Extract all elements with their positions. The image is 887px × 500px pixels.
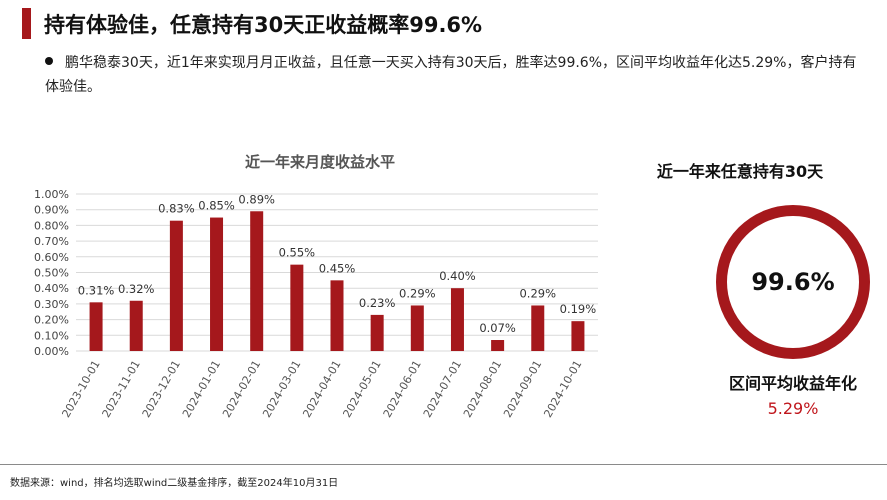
avg-return-label: 区间平均收益年化 — [728, 374, 857, 393]
x-tick-label: 2024-03-01 — [260, 358, 303, 420]
bar — [210, 217, 224, 351]
data-label: 0.29% — [399, 286, 436, 300]
x-tick-label: 2023-12-01 — [140, 358, 183, 420]
x-tick-label: 2023-10-01 — [59, 358, 102, 420]
footer-divider — [0, 464, 887, 465]
x-tick-label: 2023-11-01 — [100, 358, 143, 420]
bar — [290, 264, 304, 351]
win-rate-value: 99.6% — [751, 268, 835, 296]
bar — [89, 302, 103, 351]
data-label: 0.07% — [479, 321, 516, 335]
x-tick-label: 2024-09-01 — [501, 358, 544, 420]
bar — [571, 321, 585, 351]
bar — [250, 211, 264, 351]
bar — [531, 305, 545, 351]
bullet-text: 鹏华稳泰30天，近1年来实现月月正收益，且任意一天买入持有30天后，胜率达99.… — [45, 55, 857, 95]
data-label: 0.83% — [158, 202, 195, 216]
x-tick-label: 2024-06-01 — [381, 358, 424, 420]
data-label: 0.19% — [560, 302, 597, 316]
y-tick-label: 1.00% — [34, 188, 69, 201]
footer-source: 数据来源：wind，排名均选取wind二级基金排序，截至2024年10月31日 — [10, 478, 339, 489]
avg-return-value: 5.29% — [767, 399, 819, 418]
y-tick-label: 0.60% — [34, 251, 69, 264]
data-label: 0.23% — [359, 296, 396, 310]
y-tick-label: 0.40% — [34, 282, 69, 295]
data-label: 0.40% — [439, 269, 476, 283]
data-label: 0.55% — [279, 246, 316, 260]
bar — [370, 314, 384, 351]
bar — [129, 300, 143, 351]
monthly-return-bar-chart: 近一年来月度收益水平 0.00% 0.10% 0.20% 0.30% 0.40% 0.50%… — [34, 153, 598, 420]
data-label: 0.32% — [118, 282, 155, 296]
y-tick-label: 0.90% — [34, 204, 69, 217]
data-label: 0.89% — [238, 192, 275, 206]
data-label: 0.85% — [198, 199, 235, 213]
bar — [169, 220, 183, 351]
x-tick-label: 2024-02-01 — [220, 358, 263, 420]
bar — [330, 280, 344, 351]
page-title: 持有体验佳，任意持有30天正收益概率99.6% — [44, 13, 483, 37]
bullet-dot-icon — [45, 57, 53, 65]
bar — [410, 305, 424, 351]
y-tick-label: 0.10% — [34, 329, 69, 342]
y-tick-label: 0.50% — [34, 267, 69, 280]
x-tick-label: 2024-05-01 — [341, 358, 384, 420]
bar — [450, 288, 464, 351]
ring-title: 近一年来任意持有30天 — [656, 162, 824, 181]
bullet-paragraph: 鹏华稳泰30天，近1年来实现月月正收益，且任意一天买入持有30天后，胜率达99.… — [45, 51, 865, 99]
win-rate-ring — [716, 205, 870, 359]
x-tick-label: 2024-07-01 — [421, 358, 464, 420]
y-tick-label: 0.30% — [34, 298, 69, 311]
data-label: 0.29% — [519, 286, 556, 300]
y-tick-label: 0.70% — [34, 235, 69, 248]
y-tick-label: 0.80% — [34, 219, 69, 232]
y-tick-label: 0.00% — [34, 345, 69, 358]
bar — [491, 340, 505, 351]
y-tick-label: 0.20% — [34, 314, 69, 327]
x-tick-label: 2024-01-01 — [180, 358, 223, 420]
data-label: 0.31% — [78, 283, 115, 297]
x-tick-label: 2024-08-01 — [461, 358, 504, 420]
title-accent-bar — [22, 8, 31, 39]
data-label: 0.45% — [319, 261, 356, 275]
chart-title: 近一年来月度收益水平 — [245, 153, 395, 171]
x-tick-label: 2024-10-01 — [541, 358, 584, 420]
x-tick-label: 2024-04-01 — [300, 358, 343, 420]
